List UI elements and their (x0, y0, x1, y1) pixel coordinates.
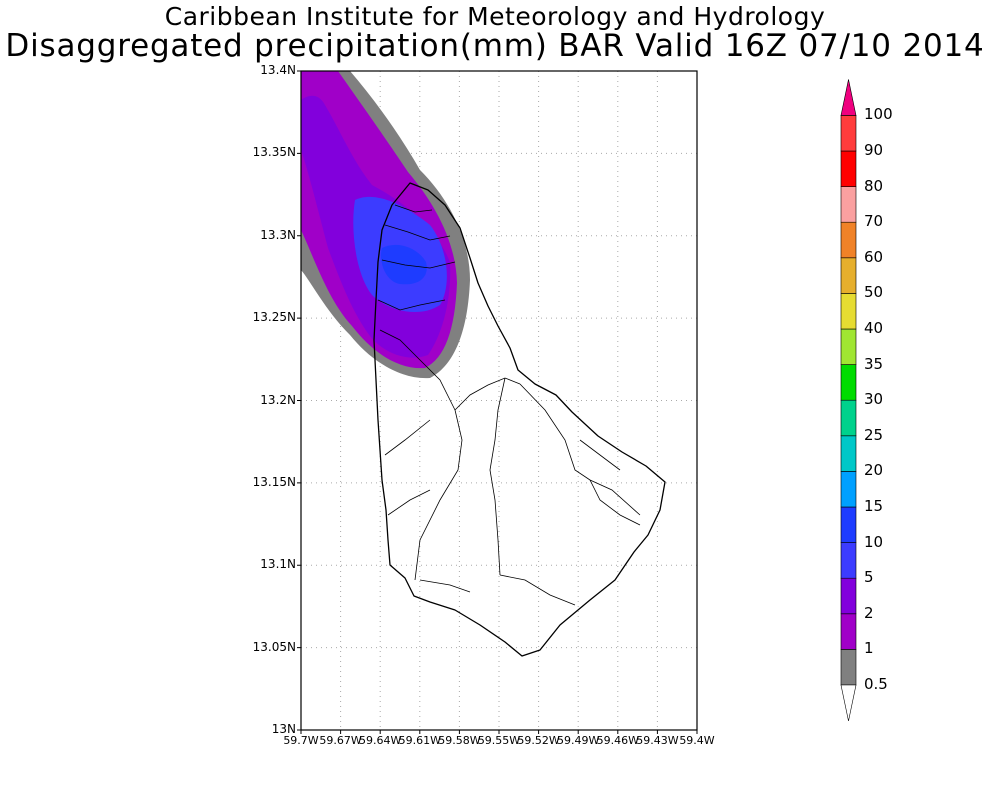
legend-label: 2 (864, 603, 874, 622)
y-tick-label: 13.1N (260, 557, 296, 572)
legend-label: 80 (864, 176, 884, 195)
legend-label: 100 (864, 105, 893, 124)
colorbar-swatch (840, 257, 857, 294)
legend-label: 1 (864, 639, 874, 658)
x-tick-label: 59.61W (398, 734, 441, 747)
y-tick-marks (297, 70, 301, 731)
colorbar-swatch (840, 649, 857, 686)
legend-label: 15 (864, 497, 884, 515)
colorbar-swatch (840, 399, 857, 437)
colorbar-min-arrow (840, 684, 857, 722)
legend-label: 0.5 (864, 675, 888, 693)
legend-label: 50 (864, 283, 884, 302)
x-tick-marks (300, 730, 698, 734)
legend-label: 70 (864, 212, 884, 231)
chart-subtitle: Disaggregated precipitation(mm) BAR Vali… (5, 28, 985, 64)
y-tick-label: 13.3N (260, 227, 296, 242)
legend-label: 60 (864, 247, 884, 266)
coastline (373, 182, 666, 657)
y-tick-label: 13.2N (260, 392, 296, 407)
y-tick-label: 13.25N (252, 310, 296, 325)
x-tick-label: 59.43W (636, 734, 679, 747)
y-tick-label: 13N (271, 722, 296, 736)
colorbar-swatch (840, 435, 857, 472)
precip-shading (301, 71, 470, 379)
colorbar-max-arrow (840, 79, 857, 116)
x-tick-label: 59.67W (319, 734, 362, 747)
colorbar (840, 79, 857, 722)
colorbar-swatch (840, 577, 857, 615)
x-tick-label: 59.4W (679, 734, 715, 747)
y-tick-label: 13.35N (252, 145, 296, 160)
colorbar-swatch (840, 328, 857, 365)
x-tick-label: 59.49W (557, 734, 600, 747)
y-tick-label: 13.05N (252, 639, 296, 654)
x-tick-label: 59.7W (283, 734, 319, 747)
legend-label: 90 (864, 141, 884, 159)
colorbar-swatch (840, 221, 857, 259)
island-outline (373, 182, 666, 657)
x-tick-label: 59.52W (517, 734, 560, 747)
legend-label: 40 (864, 319, 884, 337)
colorbar-swatch (840, 150, 857, 187)
legend-label: 20 (864, 461, 884, 480)
legend-label: 25 (864, 425, 884, 444)
watershed-boundaries (377, 204, 641, 606)
x-tick-label: 59.46W (596, 734, 639, 747)
legend-label: 30 (864, 390, 884, 409)
chart-title: Caribbean Institute for Meteorology and … (164, 2, 826, 31)
legend-label: 35 (864, 354, 884, 373)
colorbar-swatch (840, 364, 857, 401)
x-tick-label: 59.55W (477, 734, 521, 747)
legend-label: 5 (864, 568, 874, 587)
x-tick-label: 59.64W (359, 734, 402, 747)
colorbar-swatch (840, 506, 857, 543)
y-tick-label: 13.15N (252, 474, 296, 489)
x-tick-label: 59.58W (438, 734, 481, 747)
colorbar-swatch (840, 471, 857, 508)
y-tick-label: 13.4N (260, 63, 296, 77)
colorbar-swatch (840, 293, 857, 330)
colorbar-swatch (840, 186, 857, 223)
colorbar-swatch (840, 115, 857, 152)
legend-label: 10 (864, 532, 884, 551)
colorbar-swatch (840, 613, 857, 650)
colorbar-swatch (840, 542, 857, 579)
